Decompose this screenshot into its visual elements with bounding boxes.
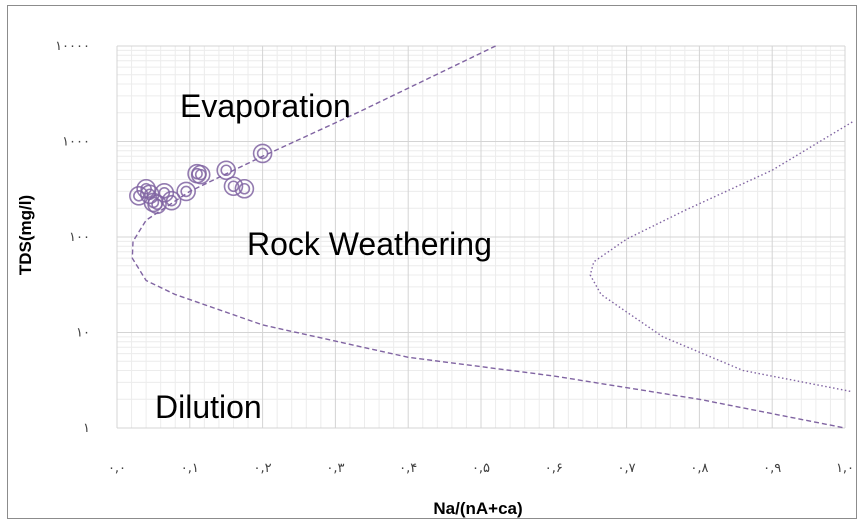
y-tick-label: ۱۰۰ (69, 230, 90, 245)
data-point-inner (133, 190, 145, 202)
data-point-inner (256, 147, 269, 160)
data-point (161, 190, 182, 211)
x-tick-label: ۱,۰ (836, 461, 854, 476)
chart-frame (7, 5, 857, 519)
data-point-inner (194, 168, 207, 181)
y-axis-title: TDS(mg/l) (16, 195, 35, 275)
data-point-inner (180, 185, 192, 198)
data-point-inner (158, 187, 171, 199)
y-tick-labels: ۱ ۱۰ ۱۰۰ ۱۰۰۰ ۱۰۰۰۰ (55, 39, 90, 436)
data-point (190, 164, 211, 185)
data-point-outer (176, 181, 196, 202)
data-point-outer (154, 183, 175, 203)
x-axis-title: Na/(nA+ca) (433, 499, 522, 518)
region-label-rock-weathering: Rock Weathering (247, 226, 492, 262)
data-point-outer (147, 194, 167, 215)
y-tick-label: ۱ (83, 421, 90, 436)
x-tick-label: ۰,۷ (618, 461, 636, 476)
data-point-outer (234, 178, 255, 199)
data-point (223, 176, 244, 197)
data-point-outer (190, 164, 211, 185)
y-tick-label: ۱۰۰۰۰ (55, 39, 90, 54)
x-tick-label: ۰,۸ (690, 461, 708, 476)
data-points (129, 143, 273, 215)
data-point-inner (238, 182, 251, 195)
region-label-evaporation: Evaporation (180, 88, 351, 124)
x-tick-label: ۰,۰ (108, 461, 126, 476)
data-point (216, 160, 236, 181)
grid (116, 45, 846, 429)
data-point (234, 178, 255, 199)
data-point (154, 183, 175, 203)
boundary-curve-dotted (589, 121, 853, 393)
data-point-outer (252, 143, 273, 164)
y-tick-label: ۱۰ (76, 326, 90, 341)
data-point (187, 163, 207, 184)
data-point-outer (223, 176, 244, 197)
x-tick-label: ۰,۹ (763, 461, 781, 476)
x-tick-label: ۰,۲ (254, 461, 272, 476)
data-point-outer (161, 190, 182, 211)
x-tick-labels: ۰,۰ ۰,۱ ۰,۲ ۰,۳ ۰,۴ ۰,۵ ۰,۶ ۰,۷ ۰,۸ ۰,۹ ۱,۰ (108, 461, 854, 476)
x-tick-label: ۰,۳ (326, 461, 344, 476)
data-point (252, 143, 273, 164)
x-tick-label: ۰,۵ (472, 461, 490, 476)
x-tick-label: ۰,۶ (545, 461, 563, 476)
x-tick-label: ۰,۴ (399, 461, 417, 476)
curves (131, 45, 853, 429)
data-point-outer (187, 163, 207, 184)
data-point-inner (165, 194, 178, 207)
data-point-inner (227, 180, 240, 193)
region-label-dilution: Dilution (155, 389, 262, 425)
data-point (176, 181, 196, 202)
data-point-inner (220, 164, 232, 177)
y-tick-label: ۱۰۰۰ (62, 135, 90, 150)
data-point-outer (216, 160, 236, 181)
x-tick-label: ۰,۱ (181, 461, 199, 476)
